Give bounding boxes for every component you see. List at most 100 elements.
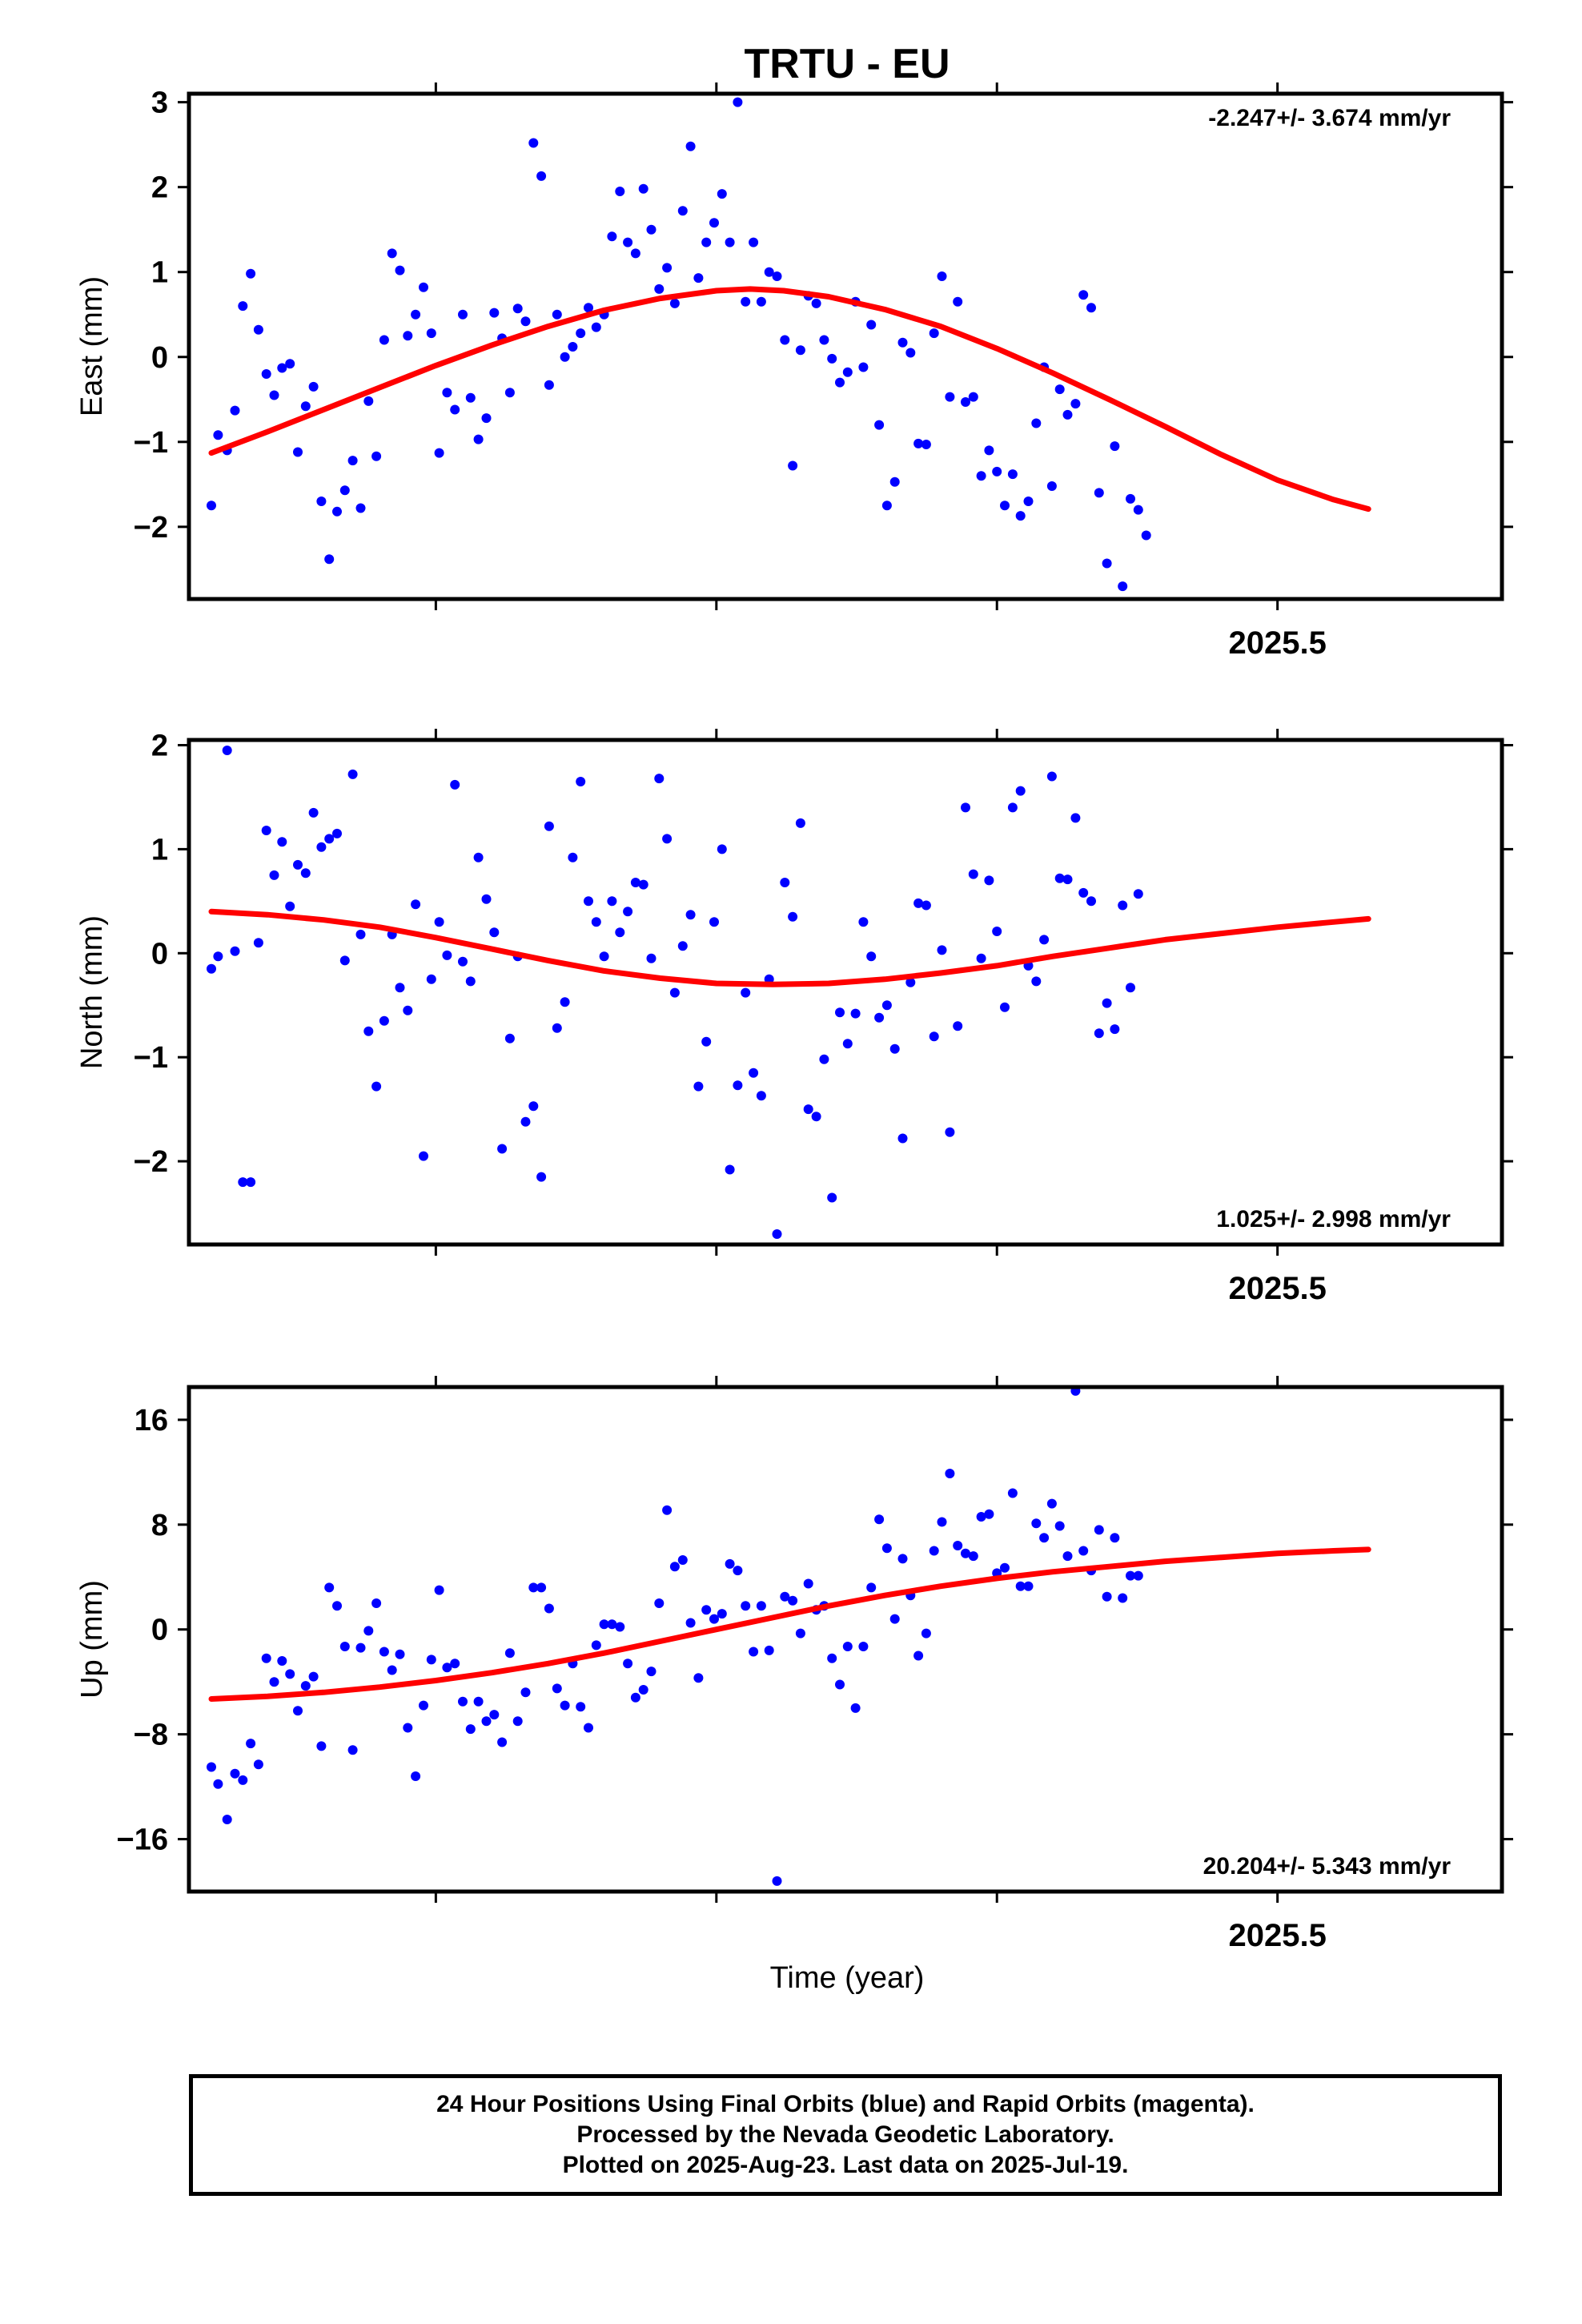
north-data-point: [725, 1164, 735, 1175]
up-data-point: [1126, 1570, 1135, 1581]
north-data-point: [913, 898, 924, 908]
caption-line-2: Processed by the Nevada Geodetic Laborat…: [576, 2121, 1114, 2148]
east-data-point: [772, 271, 782, 281]
caption-line-1: 24 Hour Positions Using Final Orbits (bl…: [436, 2091, 1255, 2117]
up-data-point: [1007, 1488, 1018, 1498]
north-data-point: [1126, 983, 1135, 993]
caption-line-3: Plotted on 2025-Aug-23. Last data on 202…: [562, 2152, 1129, 2178]
up-data-point: [238, 1775, 248, 1785]
up-data-point: [387, 1665, 397, 1675]
north-data-point: [835, 1007, 845, 1018]
north-data-point: [905, 977, 916, 987]
east-data-point: [701, 237, 712, 247]
up-rate-label: 20.204+/- 5.343 mm/yr: [1203, 1853, 1452, 1880]
x-axis-label: Time (year): [770, 1961, 925, 1995]
east-data-point: [961, 397, 970, 407]
north-data-point: [1094, 1028, 1104, 1039]
east-data-point: [1126, 493, 1135, 504]
east-data-point: [347, 456, 358, 466]
east-y-axis-label: East (mm): [75, 276, 109, 416]
up-points: [207, 1387, 1143, 1886]
east-data-point: [1118, 581, 1128, 592]
east-data-point: [623, 237, 633, 247]
east-data-point: [929, 328, 939, 339]
north-data-point: [693, 1081, 704, 1092]
east-data-point: [544, 380, 554, 390]
east-data-point: [788, 460, 798, 471]
north-data-point: [874, 1012, 885, 1023]
up-fit-curve: [208, 1546, 1371, 1702]
up-data-point: [339, 1642, 350, 1651]
east-data-point: [230, 405, 240, 416]
north-data-point: [1070, 813, 1081, 823]
north-data-point: [339, 955, 350, 966]
up-data-point: [230, 1768, 240, 1779]
east-data-point: [968, 392, 978, 402]
up-data-point: [623, 1659, 633, 1669]
up-data-point: [1062, 1551, 1073, 1562]
up-data-point: [584, 1723, 593, 1733]
north-data-point: [599, 951, 609, 962]
up-data-point: [968, 1551, 978, 1562]
north-data-point: [780, 878, 790, 887]
up-data-point: [300, 1681, 311, 1691]
east-data-point: [1141, 530, 1151, 541]
north-data-point: [897, 1133, 908, 1144]
east-data-point: [552, 309, 562, 320]
east-data-point: [749, 237, 759, 247]
north-data-point: [662, 834, 673, 844]
up-data-point: [599, 1619, 609, 1630]
north-data-point: [749, 1068, 759, 1078]
east-data-point: [426, 328, 436, 339]
up-data-point: [355, 1642, 366, 1653]
north-data-point: [363, 1026, 374, 1036]
up-data-point: [780, 1591, 790, 1602]
east-data-point: [371, 451, 382, 461]
up-data-point: [1054, 1521, 1065, 1531]
up-data-point: [465, 1724, 476, 1735]
caption-box: 24 Hour Positions Using Final Orbits (bl…: [189, 2074, 1502, 2196]
east-data-point: [489, 308, 500, 318]
north-points: [207, 746, 1143, 1239]
north-data-point: [607, 896, 617, 907]
up-data-point: [654, 1598, 665, 1608]
north-data-point: [1118, 900, 1128, 911]
up-data-point: [536, 1582, 547, 1593]
east-plot-frame: [187, 91, 1504, 601]
east-data-point: [560, 352, 570, 362]
east-data-point: [395, 265, 405, 275]
up-data-point: [662, 1505, 673, 1515]
east-y-tick-label: 1: [151, 256, 168, 290]
up-data-point: [324, 1582, 335, 1593]
north-data-point: [395, 983, 405, 993]
east-data-point: [1000, 501, 1010, 511]
north-y-tick-label: 1: [151, 833, 168, 866]
up-y-tick-label: 8: [151, 1509, 168, 1542]
east-data-point: [953, 296, 963, 307]
east-data-point: [520, 316, 531, 327]
north-x-tick-label: 2025.5: [1228, 1271, 1326, 1306]
north-data-point: [709, 917, 719, 927]
east-data-point: [780, 335, 790, 345]
up-data-point: [945, 1469, 955, 1478]
up-data-point: [411, 1771, 421, 1781]
north-data-point: [953, 1021, 963, 1031]
north-data-point: [371, 1081, 382, 1092]
up-data-point: [379, 1647, 389, 1657]
east-data-point: [795, 345, 805, 356]
north-data-point: [881, 1000, 892, 1011]
up-data-point: [576, 1702, 586, 1712]
east-data-point: [285, 359, 295, 369]
up-data-point: [520, 1687, 531, 1698]
up-data-point: [693, 1673, 704, 1683]
east-data-point: [339, 485, 350, 496]
up-data-point: [874, 1514, 885, 1525]
north-data-point: [1046, 771, 1057, 782]
up-data-point: [842, 1642, 853, 1651]
east-data-point: [874, 420, 885, 430]
up-data-point: [1046, 1498, 1057, 1509]
north-data-point: [504, 1033, 515, 1043]
east-data-point: [607, 231, 617, 242]
north-data-point: [355, 929, 366, 939]
east-data-point: [945, 392, 955, 402]
